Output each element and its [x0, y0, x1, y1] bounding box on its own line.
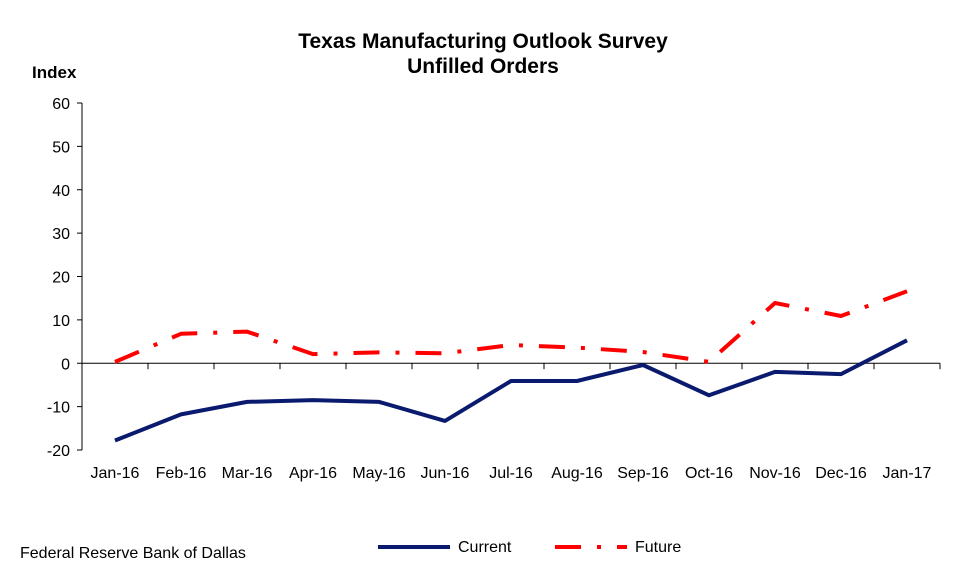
axes	[81, 103, 940, 450]
x-tick-label: Feb-16	[156, 465, 207, 482]
y-tick-label: 30	[52, 226, 70, 243]
legend-label-current: Current	[458, 539, 512, 556]
x-tick-label: Oct-16	[685, 465, 733, 482]
source-note: Federal Reserve Bank of Dallas	[20, 545, 246, 562]
series-layer	[114, 289, 908, 443]
y-tick-label: -10	[47, 400, 70, 417]
y-tick-label: 60	[52, 96, 70, 113]
x-tick-label: Jun-16	[421, 465, 470, 482]
y-axis-ticks: -20 -10 0 10 20 30 40 50 60	[47, 96, 82, 460]
x-tick-label: Aug-16	[551, 465, 603, 482]
x-tick-label: Jul-16	[489, 465, 533, 482]
legend: Current Future	[378, 539, 681, 556]
legend-label-future: Future	[635, 539, 681, 556]
series-line-future	[114, 289, 908, 364]
x-tick-label: Mar-16	[222, 465, 273, 482]
series-line-current	[114, 338, 908, 443]
chart-subtitle: Unfilled Orders	[407, 55, 559, 78]
x-tick-label: Sep-16	[617, 465, 669, 482]
y-axis-label: Index	[32, 63, 77, 82]
x-tick-label: Apr-16	[289, 465, 337, 482]
y-tick-label: -20	[47, 443, 70, 460]
y-tick-label: 50	[52, 139, 70, 156]
x-tick-label: Nov-16	[749, 465, 801, 482]
y-tick-label: 0	[61, 356, 70, 373]
x-tick-label: May-16	[352, 465, 405, 482]
x-tick-label: Jan-16	[91, 465, 140, 482]
y-tick-label: 10	[52, 313, 70, 330]
chart-title: Texas Manufacturing Outlook Survey	[298, 30, 668, 53]
x-tick-label: Jan-17	[883, 465, 932, 482]
x-axis-ticks: Jan-16 Feb-16 Mar-16 Apr-16 May-16 Jun-16 Jul-…	[81, 363, 941, 482]
y-tick-label: 20	[52, 270, 70, 287]
y-tick-label: 40	[52, 183, 70, 200]
x-tick-label: Dec-16	[815, 465, 867, 482]
